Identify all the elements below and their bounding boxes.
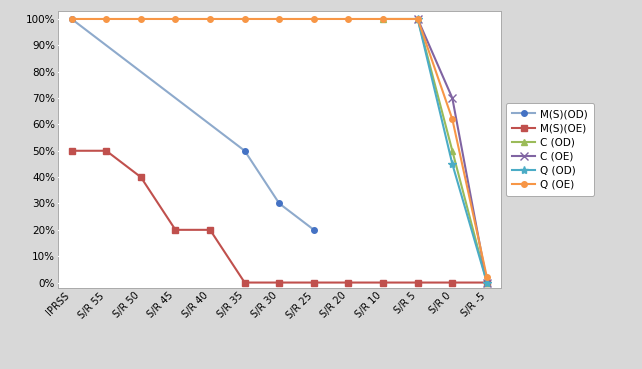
M(S)(OE) bbox=[171, 228, 179, 232]
M(S)(OE) bbox=[137, 175, 144, 179]
Q (OE) bbox=[68, 17, 76, 21]
M(S)(OE) bbox=[483, 280, 490, 285]
M(S)(OD) bbox=[68, 17, 76, 21]
C (OE) bbox=[449, 96, 456, 100]
Q (OE) bbox=[449, 117, 456, 121]
M(S)(OE) bbox=[449, 280, 456, 285]
Q (OE) bbox=[275, 17, 283, 21]
Line: Q (OD): Q (OD) bbox=[413, 15, 491, 287]
Line: M(S)(OE): M(S)(OE) bbox=[69, 148, 490, 285]
C (OD) bbox=[449, 149, 456, 153]
M(S)(OD) bbox=[241, 149, 248, 153]
Q (OE) bbox=[241, 17, 248, 21]
M(S)(OE) bbox=[241, 280, 248, 285]
Line: C (OE): C (OE) bbox=[413, 15, 491, 287]
M(S)(OE) bbox=[206, 228, 214, 232]
Q (OE) bbox=[310, 17, 318, 21]
C (OD) bbox=[414, 17, 422, 21]
Q (OD) bbox=[414, 17, 422, 21]
Q (OE) bbox=[171, 17, 179, 21]
M(S)(OD) bbox=[275, 201, 283, 206]
Line: C (OD): C (OD) bbox=[379, 15, 490, 286]
C (OD) bbox=[483, 280, 490, 285]
Q (OE) bbox=[414, 17, 422, 21]
M(S)(OE) bbox=[414, 280, 422, 285]
M(S)(OE) bbox=[275, 280, 283, 285]
M(S)(OE) bbox=[68, 149, 76, 153]
C (OD) bbox=[379, 17, 387, 21]
C (OE) bbox=[483, 280, 490, 285]
Q (OE) bbox=[345, 17, 352, 21]
Q (OE) bbox=[137, 17, 144, 21]
C (OE) bbox=[414, 17, 422, 21]
Q (OE) bbox=[379, 17, 387, 21]
Q (OD) bbox=[449, 162, 456, 166]
Line: Q (OE): Q (OE) bbox=[69, 16, 490, 280]
M(S)(OE) bbox=[102, 149, 110, 153]
Q (OE) bbox=[483, 275, 490, 279]
M(S)(OD) bbox=[310, 228, 318, 232]
Line: M(S)(OD): M(S)(OD) bbox=[69, 16, 317, 232]
Q (OE) bbox=[102, 17, 110, 21]
Q (OE) bbox=[206, 17, 214, 21]
M(S)(OE) bbox=[345, 280, 352, 285]
Legend: M(S)(OD), M(S)(OE), C (OD), C (OE), Q (OD), Q (OE): M(S)(OD), M(S)(OE), C (OD), C (OE), Q (O… bbox=[506, 103, 594, 196]
Q (OD) bbox=[483, 280, 490, 285]
M(S)(OE) bbox=[379, 280, 387, 285]
M(S)(OE) bbox=[310, 280, 318, 285]
